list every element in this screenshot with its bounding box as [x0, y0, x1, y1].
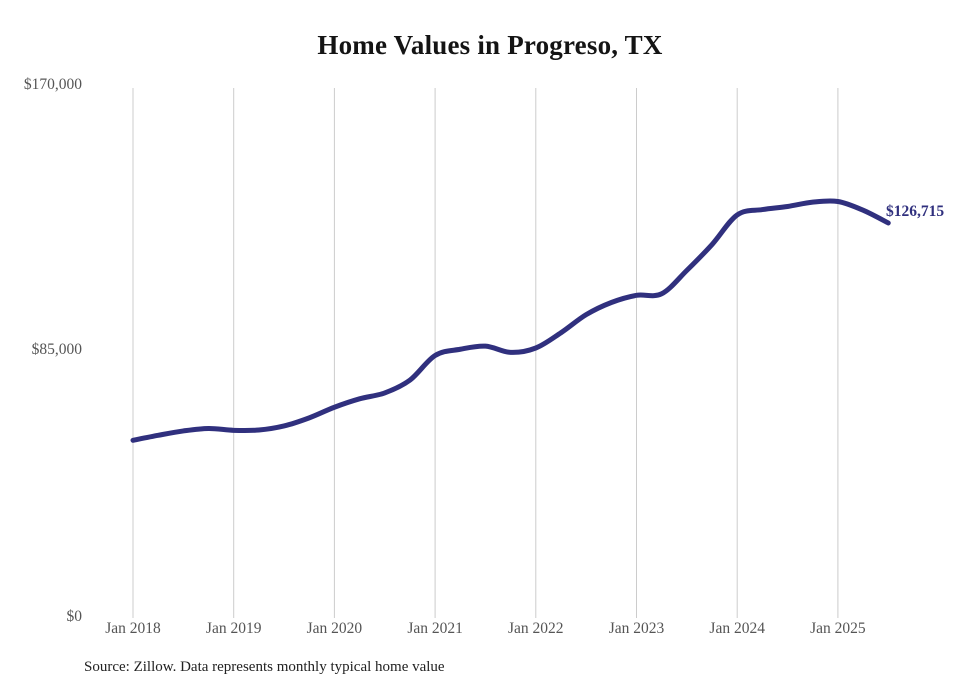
x-axis-tick-label: Jan 2023 [608, 620, 665, 637]
x-axis-tick-label: Jan 2022 [508, 620, 564, 637]
x-axis-tick-label: Jan 2021 [407, 620, 463, 637]
series-line [130, 198, 891, 443]
x-axis-tick-label: Jan 2025 [810, 620, 866, 637]
y-axis-tick-mid: $85,000 [31, 341, 82, 358]
chart-title: Home Values in Progreso, TX [317, 30, 663, 60]
x-axis-tick-label: Jan 2020 [306, 620, 363, 637]
series-group [130, 198, 891, 443]
source-note: Source: Zillow. Data represents monthly … [84, 659, 445, 675]
y-axis-tick-bottom: $0 [66, 608, 83, 625]
x-axis-tick-label: Jan 2018 [105, 620, 161, 637]
gridlines-group [132, 88, 839, 618]
x-axis-tick-label: Jan 2024 [709, 620, 765, 637]
x-axis-tick-label: Jan 2019 [205, 620, 262, 637]
y-axis-tick-top: $170,000 [23, 76, 82, 93]
series-end-value-label: $126,715 [886, 203, 945, 220]
